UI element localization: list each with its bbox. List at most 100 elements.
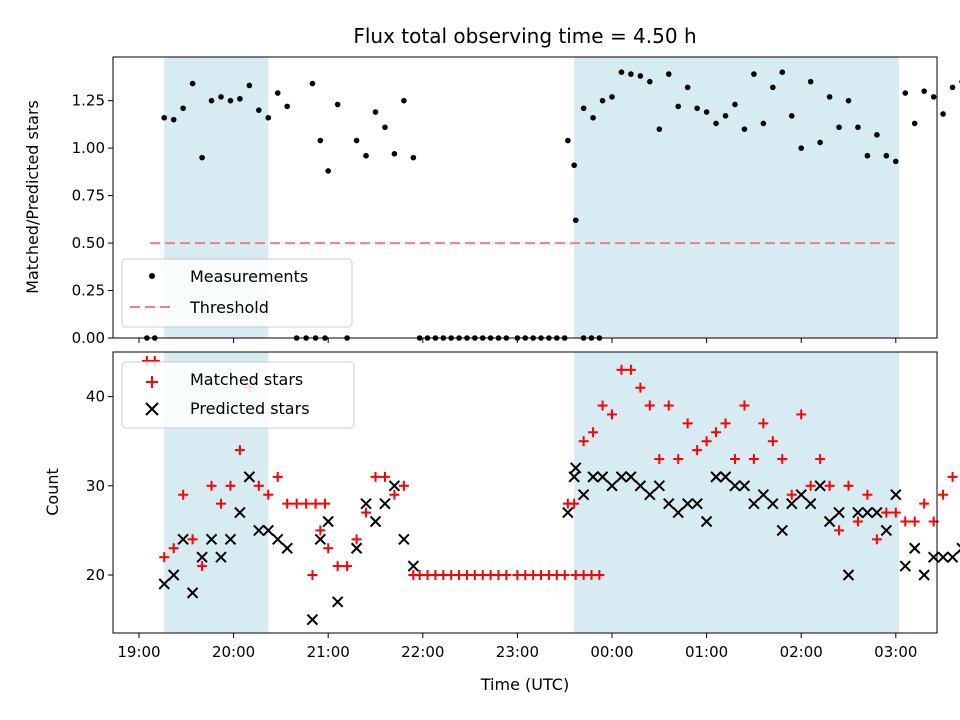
predicted-star-point [253,524,265,537]
predicted-star-point [262,524,274,537]
measurement-point [741,126,748,132]
bottom-legend-box [121,361,355,429]
measurement-point [874,132,880,138]
predicted-star-point [331,596,344,608]
measurement-point [246,82,253,89]
predicted-star-point [691,497,703,510]
matched-star-point [398,480,409,491]
matched-star-point [594,570,605,581]
legend-threshold-label: Threshold [189,298,269,317]
matched-star-point [215,498,226,509]
matched-star-point [597,400,608,411]
x-tick-label: 03:00 [874,643,917,661]
predicted-star-point [814,480,826,492]
matched-star-point [342,561,353,572]
matched-star-point [682,418,693,429]
shaded-interval [574,352,899,633]
predicted-star-point [880,524,893,537]
measurement-point [940,111,946,117]
measurement-point [779,69,786,75]
predicted-star-point [804,497,817,510]
matched-star-point [159,552,170,563]
predicted-star-point [852,506,864,519]
measurement-point [675,103,682,110]
measurement-point [921,88,927,94]
predicted-star-point [861,506,874,519]
predicted-star-point [272,533,284,546]
measurement-point [751,71,757,77]
matched-star-point [206,480,217,491]
matched-star-point [796,409,807,420]
matched-star-point [282,498,293,509]
measurement-point [565,137,571,144]
measurement-point [208,97,215,104]
measurement-point [161,114,168,121]
matched-star-point [379,471,390,482]
bottom-x-ticks: 19:00 20:00 21:00 22:00 23:00 00:00 01:00 02:00… [117,633,917,661]
matched-star-point [320,498,331,509]
x-tick-label: 02:00 [780,643,823,661]
matched-star-point [654,454,665,465]
legend-matched-marker [146,376,158,388]
matched-star-point [588,427,599,438]
matched-star-point [748,454,759,465]
matched-star-point [253,480,264,491]
bottom-axes-frame [112,351,938,634]
predicted-star-point [738,480,751,492]
measurement-point [609,94,615,100]
measurement-point [694,105,700,112]
matched-star-point [701,436,712,447]
predicted-star-point [767,497,779,510]
measurement-point [353,137,360,144]
matched-star-point [635,382,646,393]
measurement-point [199,154,205,161]
matched-star-point [890,507,901,518]
matched-star-point [332,561,343,572]
measurement-point [826,94,833,100]
predicted-star-point [795,489,807,501]
matched-star-point [315,525,326,536]
star-count-points [141,355,960,626]
predicted-star-point [407,560,420,572]
predicted-star-point [909,542,921,554]
predicted-star-point [606,480,618,492]
predicted-star-point [360,497,372,510]
predicted-star-point [653,480,666,492]
predicted-star-point [672,506,684,519]
measurement-point [684,84,691,91]
matched-star-point [786,489,797,500]
predicted-star-point [937,551,949,563]
measurement-point [363,152,369,159]
measurement-point [628,71,634,77]
predicted-star-point [398,533,410,546]
matched-star-point [824,480,835,491]
predicted-star-point [946,551,959,563]
chart-title: Flux total observing time = 4.50 h [353,24,696,48]
predicted-star-point [710,471,722,483]
measurement-point [902,90,909,96]
predicted-star-point [306,613,319,626]
matched-star-point [323,543,334,554]
measurement-point [656,126,663,132]
bottom-legend: Matched stars Predicted stars [121,361,355,429]
measurement-point [807,78,814,85]
matched-star-point [351,534,362,545]
predicted-star-point [234,506,246,519]
matched-star-point [607,409,617,420]
matched-star-point [881,507,892,518]
measurement-point [722,113,729,119]
top-y-axis-label: Matched/Predicted stars [23,100,42,294]
measurement-point [372,109,379,115]
measurement-point [274,90,281,96]
matched-star-point [673,454,684,465]
measurement-point [911,120,918,127]
predicted-star-point [577,489,590,501]
measurement-point [334,101,341,108]
measurement-point [845,97,852,104]
predicted-star-point [644,489,656,501]
matched-star-point [625,364,636,375]
measurement-point [883,152,890,159]
predicted-star-point [224,533,237,546]
y-tick-label: 0.50 [72,234,105,252]
measurement-point [317,137,324,144]
